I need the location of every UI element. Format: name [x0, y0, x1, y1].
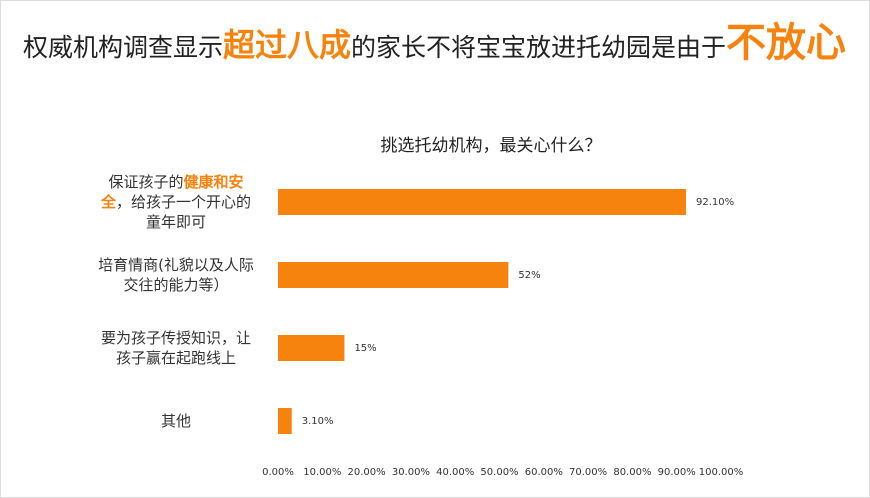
chart-title: 挑选托幼机构，最关心什么？	[380, 136, 602, 156]
bar	[278, 408, 292, 434]
x-tick-label: 80.00%	[613, 467, 651, 478]
x-tick-label: 50.00%	[480, 467, 518, 478]
x-tick-label: 0.00%	[262, 467, 294, 478]
x-tick-label: 100.00%	[699, 467, 744, 478]
headline-emphasis: 不放心	[726, 20, 847, 66]
x-tick-label: 90.00%	[658, 467, 696, 478]
headline-emphasis: 超过八成	[223, 26, 352, 64]
bar	[278, 189, 687, 215]
headline: 权威机构调查显示超过八成的家长不将宝宝放进托幼园是由于不放心	[23, 15, 846, 76]
headline-text: 权威机构调查显示	[23, 33, 224, 62]
x-tick-label: 60.00%	[525, 467, 563, 478]
x-tick-label: 30.00%	[392, 467, 430, 478]
x-tick-label: 20.00%	[348, 467, 386, 478]
x-tick-label: 70.00%	[569, 467, 607, 478]
data-label: 52%	[518, 270, 540, 281]
headline-text: 的家长不将宝宝放进托幼园是由于	[351, 33, 727, 62]
category-emphasis: 健康和安全	[100, 173, 244, 211]
category-label: 要为孩子传授知识，让孩子赢在起跑线上	[100, 329, 251, 367]
data-label: 92.10%	[696, 197, 734, 208]
data-label: 3.10%	[302, 416, 334, 427]
category-label: 培育情商(礼貌以及人际交往的能力等）	[98, 256, 254, 294]
category-label: 其他	[160, 412, 191, 430]
category-label: 保证孩子的健康和安全，给孩子一个开心的童年即可	[96, 172, 256, 232]
bar	[278, 262, 509, 288]
data-label: 15%	[354, 343, 376, 354]
bar	[278, 335, 345, 361]
category-text: ，给孩子一个开心的童年即可	[116, 193, 252, 231]
x-tick-label: 10.00%	[303, 467, 341, 478]
category-text: 保证孩子的	[108, 173, 184, 191]
x-tick-label: 40.00%	[436, 467, 474, 478]
